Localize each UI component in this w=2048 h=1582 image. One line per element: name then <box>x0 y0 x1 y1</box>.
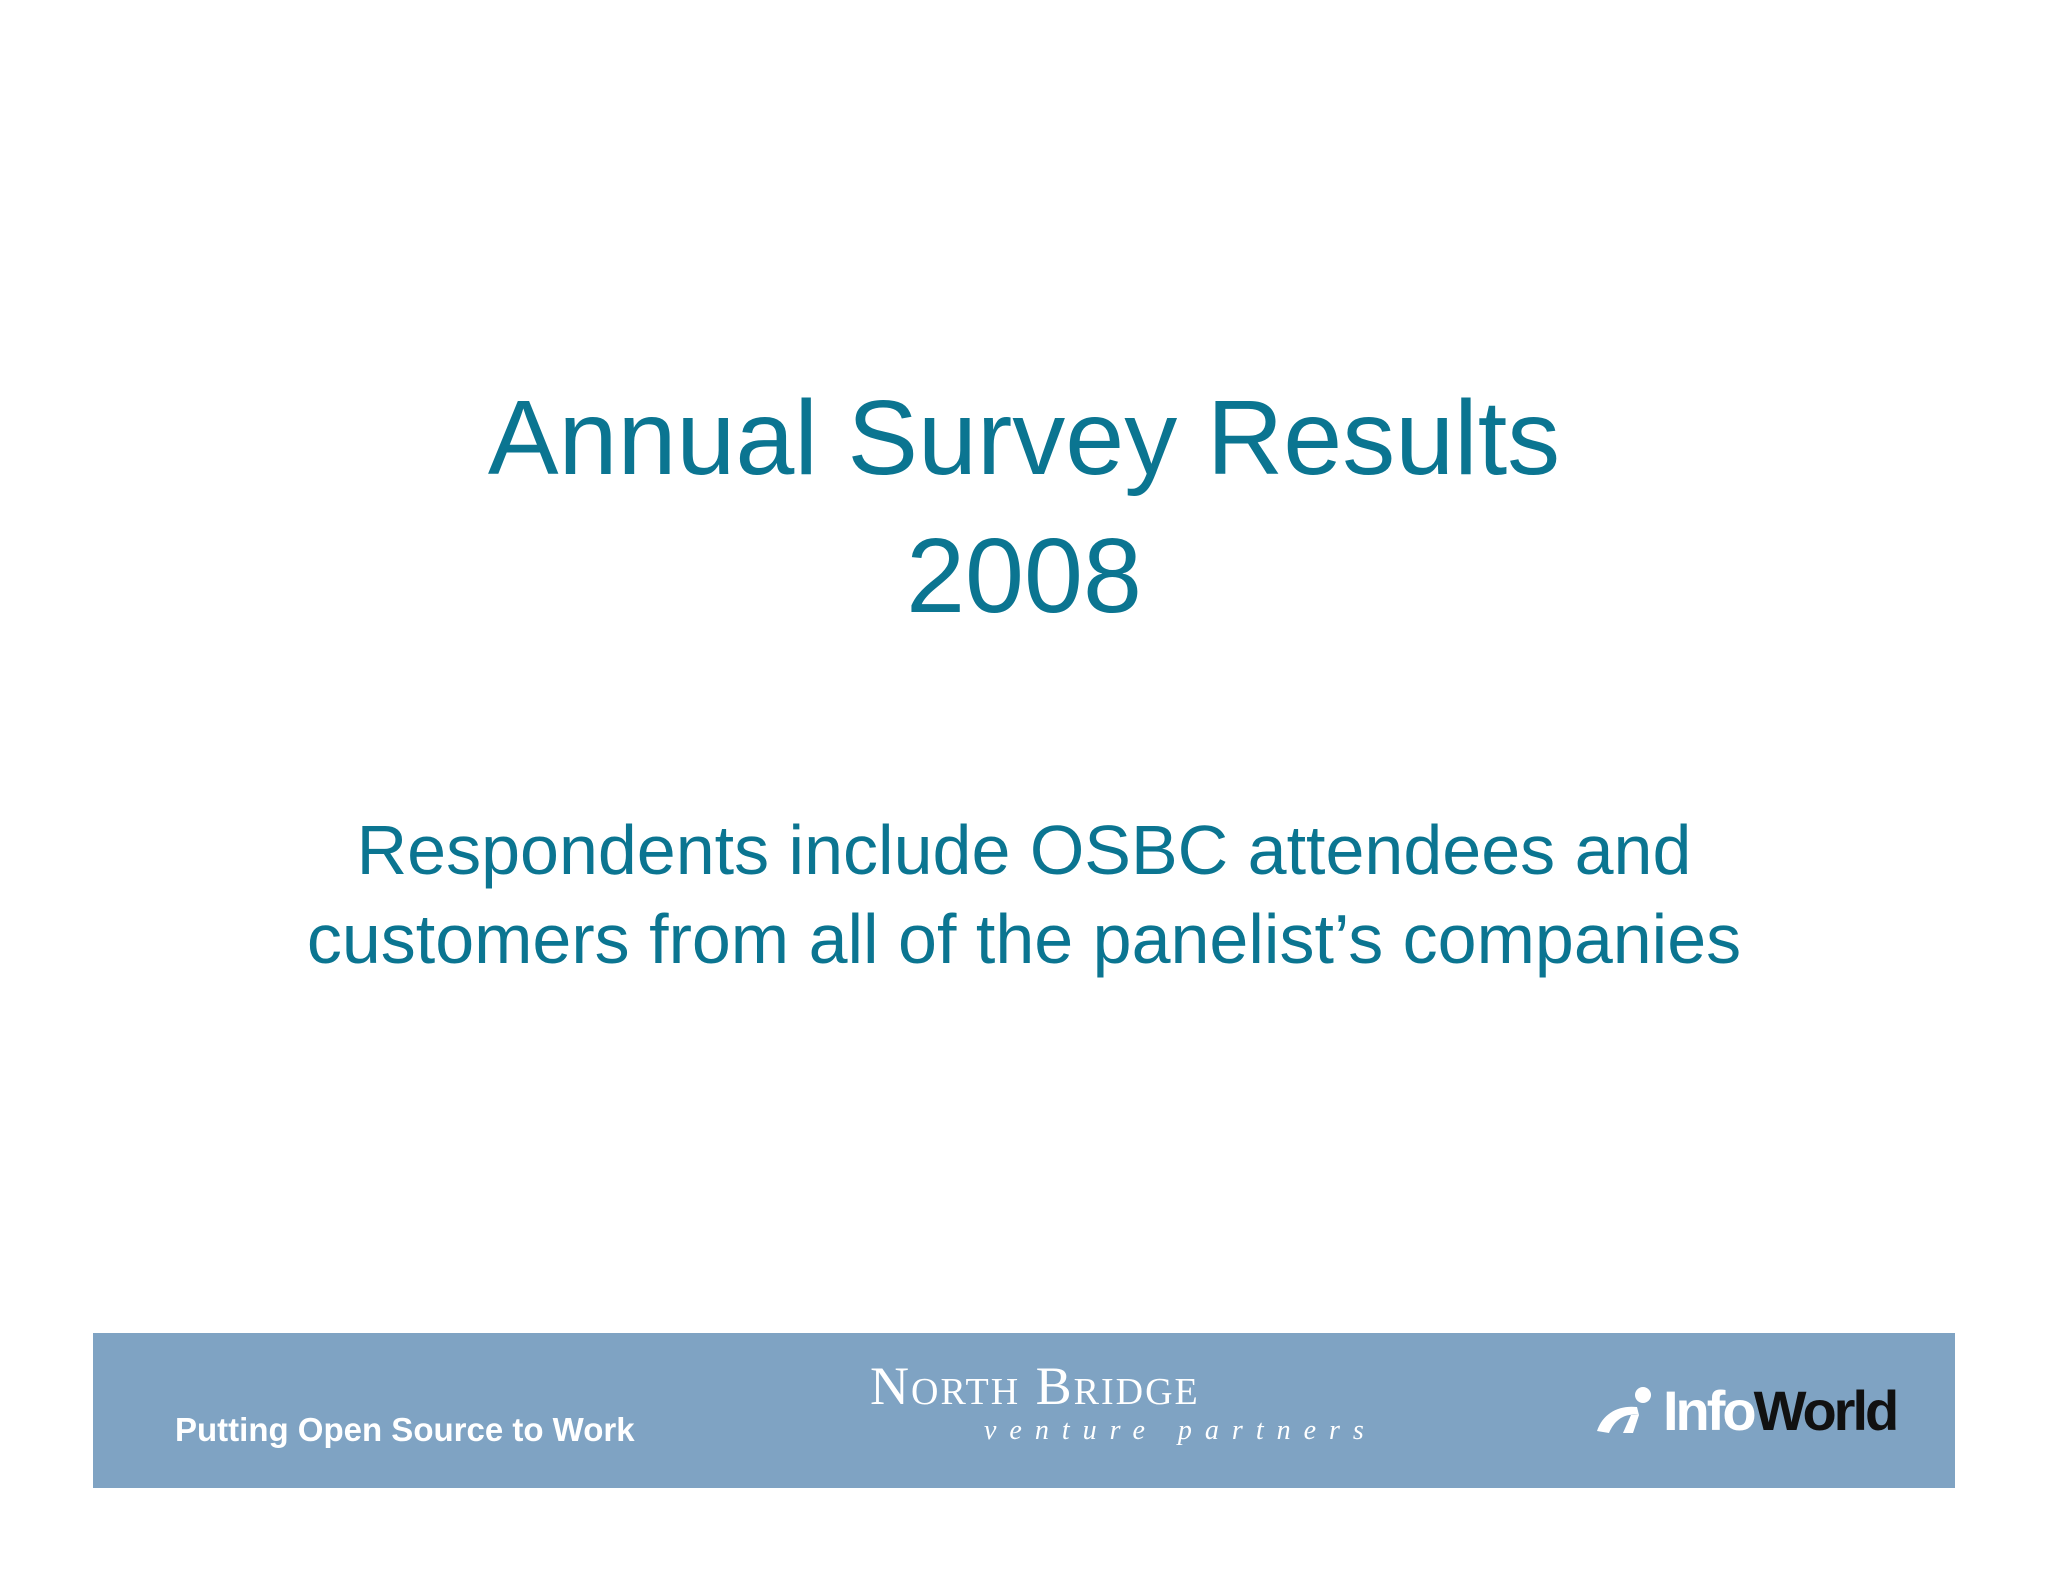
slide-subtitle-line2: customers from all of the panelist’s com… <box>306 900 1742 978</box>
north-bridge-name: North Bridge <box>870 1356 1200 1416</box>
north-bridge-logo: North Bridge venture partners <box>870 1359 1390 1459</box>
slide-title-year: 2008 <box>906 517 1142 635</box>
infoworld-swoosh-icon <box>1597 1387 1651 1433</box>
infoworld-logo: InfoWorld <box>1593 1383 1923 1443</box>
infoworld-world-text: World <box>1753 1379 1900 1442</box>
north-bridge-subtitle: venture partners <box>984 1415 1377 1446</box>
footer-bar: Putting Open Source to Work North Bridge… <box>93 1333 1955 1488</box>
infoworld-wordmark: InfoWorld <box>1663 1383 1899 1439</box>
footer-tagline: Putting Open Source to Work <box>175 1411 635 1448</box>
slide-title: Annual Survey Results <box>487 379 1561 497</box>
infoworld-info-text: Info <box>1663 1379 1757 1442</box>
slide-subtitle-line1: Respondents include OSBC attendees and <box>356 811 1692 889</box>
